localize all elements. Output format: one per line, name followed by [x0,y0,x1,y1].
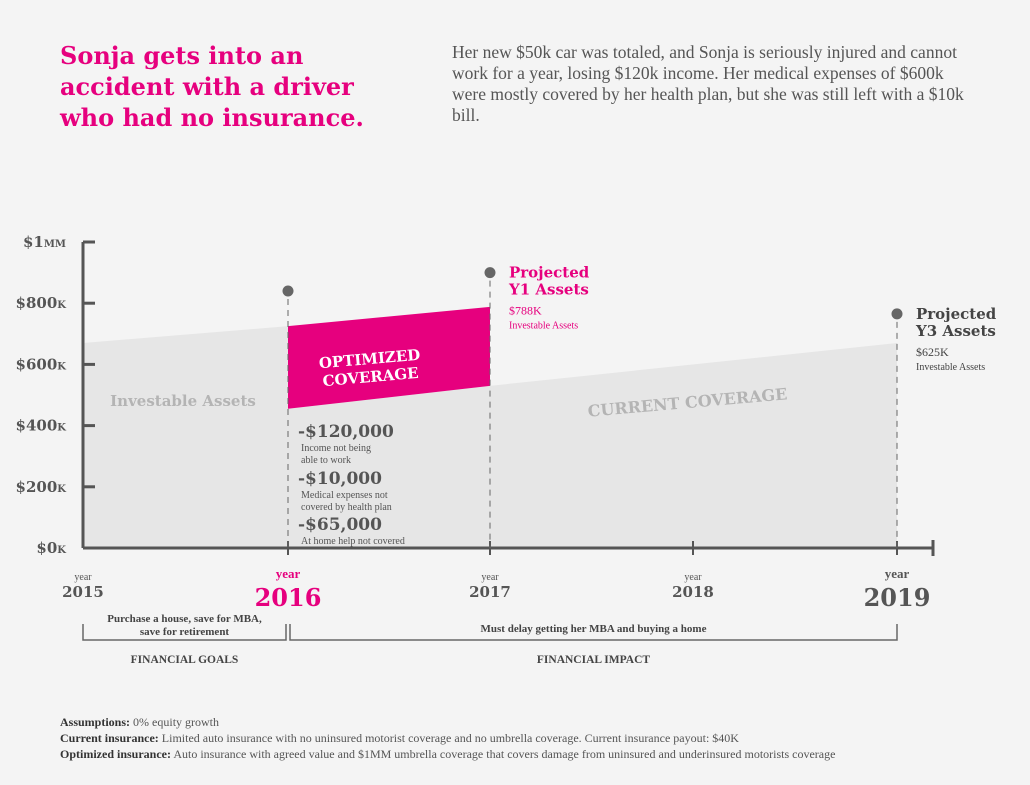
y-tick-label: $600K [16,355,67,373]
x-tick-prefix: year [684,572,702,583]
headline: Sonja gets into an accident with a drive… [60,41,364,132]
loss-amount: -$120,000 [298,422,394,442]
assets-chart: Investable Assets CURRENT COVERAGEOPTIMIZ… [16,233,997,666]
axes-layer: $0K$200K$400K$600K$800K$1MMyear2015year2… [16,233,935,612]
intro-paragraph: Her new $50k car was totaled, and Sonja … [452,42,964,125]
loss-description-line1: Medical expenses not [301,490,388,501]
x-tick-label: 2015 [62,583,104,601]
y-tick-unit: K [57,484,66,495]
loss-description-line2: covered by health plan [301,502,392,513]
loss-description-line1: At home help not covered [301,536,405,547]
area-label-investable-assets: Investable Assets [110,392,256,410]
y-tick-number: $400 [16,417,58,435]
bracket-line [82,624,287,641]
y-tick-number: $0 [36,539,57,557]
marker-dot [891,308,903,320]
loss-description-line1: Income not being [301,443,371,454]
marker-dot [282,285,294,297]
bracket-text-line1: Must delay getting her MBA and buying a … [481,623,707,635]
y-tick-label: $200K [16,478,67,496]
assumption-optimized-insurance: Optimized insurance: Auto insurance with… [60,747,836,761]
marker-caption: Investable Assets [509,321,578,332]
marker-caption: Investable Assets [916,362,985,373]
x-tick-prefix: year [885,566,910,581]
marker-dot [484,267,496,279]
marker-title-line2: Y3 Assets [915,322,996,340]
y-tick-number: $1 [23,233,44,251]
marker-title-line1: Projected [509,264,590,282]
marker-title-line1: Projected [916,305,997,323]
loss-amount: -$10,000 [298,469,382,489]
y-tick-label: $1MM [23,233,66,251]
loss-description-line2: able to work [301,455,351,466]
y-tick-unit: K [57,361,66,372]
y-tick-unit: K [57,300,66,311]
assumption-current-insurance: Current insurance: Limited auto insuranc… [60,731,739,745]
y-tick-number: $600 [16,355,58,373]
y-tick-number: $200 [16,478,58,496]
assumptions-block: Assumptions: 0% equity growth Current in… [60,714,1020,762]
y-tick-label: $0K [36,539,66,557]
y-tick-unit: K [57,423,66,434]
y-tick-number: $800 [16,294,58,312]
x-tick-prefix: year [481,572,499,583]
bracket-line [289,624,898,641]
y-tick-label: $400K [16,417,67,435]
bracket-text-line1: Purchase a house, save for MBA, [107,613,262,625]
marker-value: $788K [509,304,542,318]
x-tick-prefix: year [276,566,301,581]
assumption-equity: Assumptions: 0% equity growth [60,715,220,729]
marker-title-line2: Y1 Assets [508,281,589,299]
x-tick-label: 2016 [255,583,322,612]
optimized-coverage-band [288,306,490,409]
x-tick-label: 2019 [864,583,931,612]
y-tick-unit: MM [44,239,66,250]
bracket-label: FINANCIAL GOALS [131,654,239,666]
y-tick-label: $800K [16,294,67,312]
bracket-text-line2: save for retirement [140,626,230,638]
x-tick-prefix: year [74,572,92,583]
bracket-label: FINANCIAL IMPACT [537,654,651,666]
x-tick-label: 2017 [469,583,511,601]
marker-value: $625K [916,345,949,359]
loss-amount: -$65,000 [298,515,382,535]
y-tick-unit: K [57,545,66,556]
x-tick-label: 2018 [672,583,714,601]
